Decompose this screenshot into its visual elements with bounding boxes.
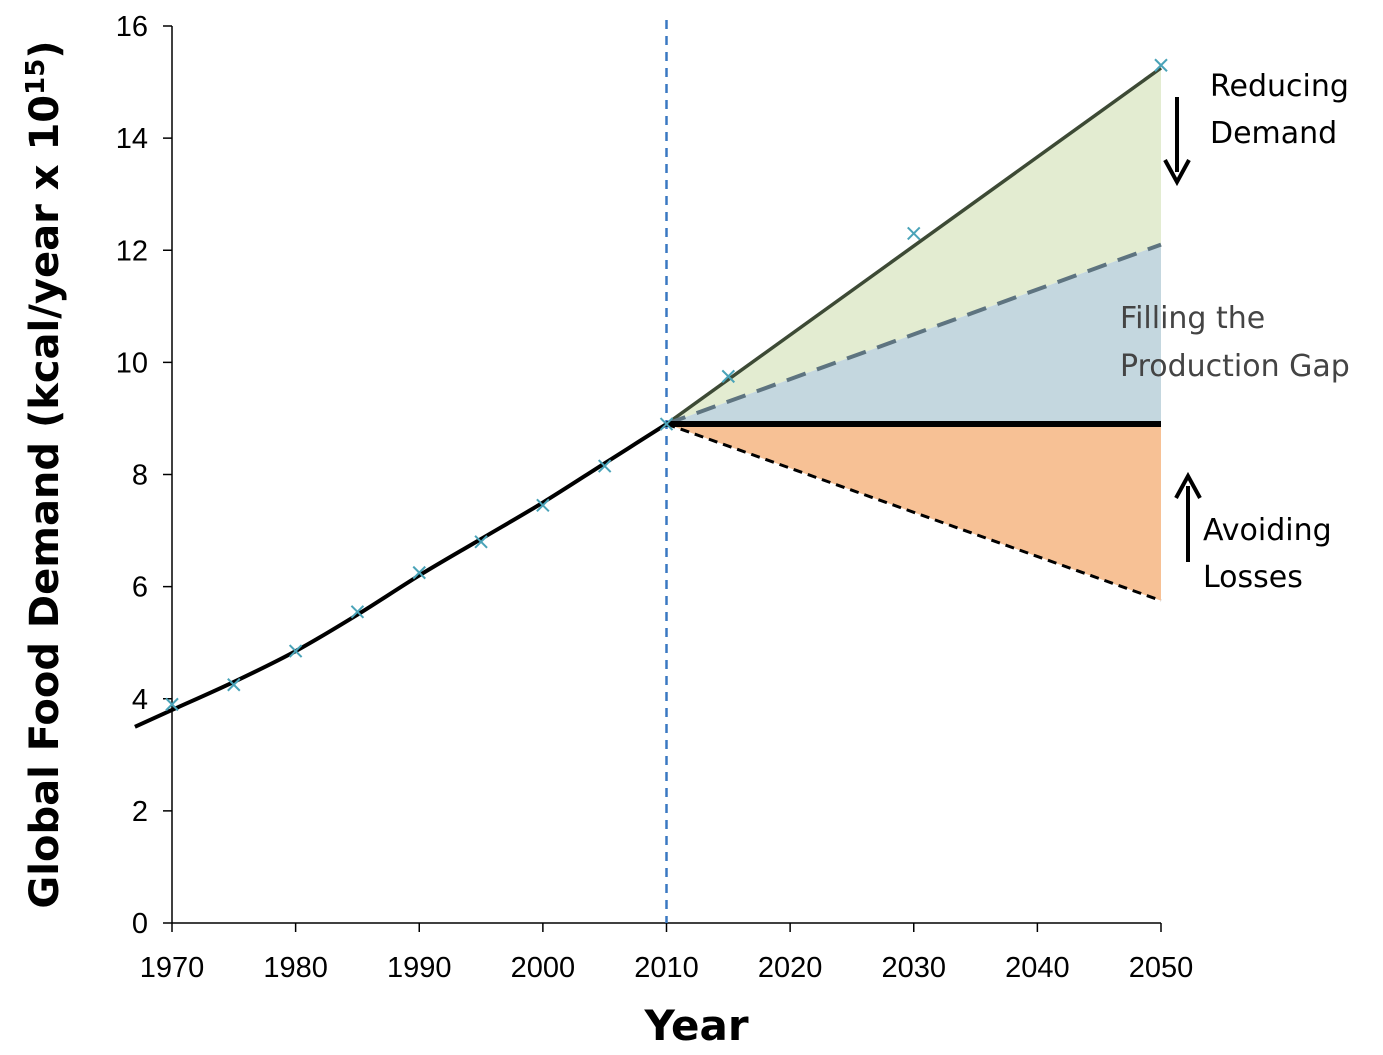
x-tick-label: 2010	[634, 952, 699, 984]
reducing-demand-annotation: Reducing Demand	[1163, 69, 1349, 187]
avoiding-losses-label-line2: Losses	[1203, 560, 1303, 595]
data-point-marker	[412, 565, 426, 580]
y-tick-label: 6	[132, 572, 148, 604]
down-arrow-icon	[1163, 97, 1191, 187]
y-tick-label: 8	[132, 460, 148, 492]
data-point-marker	[474, 535, 488, 549]
y-tick-label: 12	[116, 235, 148, 267]
data-point-marker	[597, 459, 612, 473]
data-point-marker	[536, 498, 550, 513]
data-point-marker	[227, 678, 241, 692]
production-gap-annotation: Filling the Production Gap	[1120, 301, 1350, 384]
y-tick-label: 4	[132, 684, 148, 716]
data-markers	[165, 58, 1168, 712]
x-axis-ticks: 1970 1980 1990 2000 2010 2020 2030 2040 2050	[140, 923, 1194, 984]
x-tick-label: 1980	[263, 952, 328, 984]
projected-demand-line	[665, 66, 1163, 426]
production-gap-line	[665, 242, 1162, 426]
production-gap-label-line1: Filling the	[1120, 301, 1265, 336]
y-tick-label: 16	[116, 11, 148, 43]
data-point-marker	[165, 697, 179, 712]
x-tick-label: 1990	[387, 952, 452, 984]
y-tick-label: 14	[116, 123, 148, 155]
x-tick-label: 2050	[1129, 952, 1194, 984]
y-tick-label: 2	[132, 796, 148, 828]
y-axis-title-exponent: 15	[21, 59, 51, 95]
x-tick-label: 2040	[1005, 952, 1070, 984]
series-lines	[134, 66, 1163, 729]
production-gap-label-line2: Production Gap	[1120, 349, 1350, 384]
up-arrow-icon	[1174, 471, 1202, 562]
avoiding-losses-annotation: Avoiding Losses	[1174, 471, 1332, 595]
y-tick-label: 10	[116, 347, 148, 379]
data-point-marker	[659, 417, 674, 431]
data-point-marker	[907, 226, 921, 241]
data-point-marker	[288, 644, 303, 658]
avoiding-losses-label-line1: Avoiding	[1203, 513, 1332, 548]
historical-trend-line	[134, 422, 668, 729]
reducing-demand-label-line2: Demand	[1210, 116, 1337, 151]
x-tick-label: 1970	[140, 952, 205, 984]
production-gap-band	[666, 244, 1161, 425]
x-tick-label: 2020	[758, 952, 823, 984]
data-point-marker	[350, 605, 365, 619]
data-point-marker	[1154, 58, 1168, 72]
y-axis-title: Global Food Demand (kcal/year x 1015)	[21, 40, 68, 908]
x-axis-title: Year	[643, 1001, 748, 1050]
data-point-marker	[721, 369, 736, 384]
x-tick-label: 2000	[511, 952, 576, 984]
y-tick-label: 0	[132, 908, 148, 940]
losses-line	[665, 422, 1162, 603]
y-axis-title-close: )	[22, 40, 68, 58]
y-axis-ticks: 0 2 4 6 8 10 12 14 16	[116, 11, 172, 940]
x-tick-label: 2030	[881, 952, 946, 984]
reducing-demand-label-line1: Reducing	[1210, 69, 1349, 104]
y-axis-title-main: Global Food Demand (kcal/year x 10	[22, 95, 68, 909]
